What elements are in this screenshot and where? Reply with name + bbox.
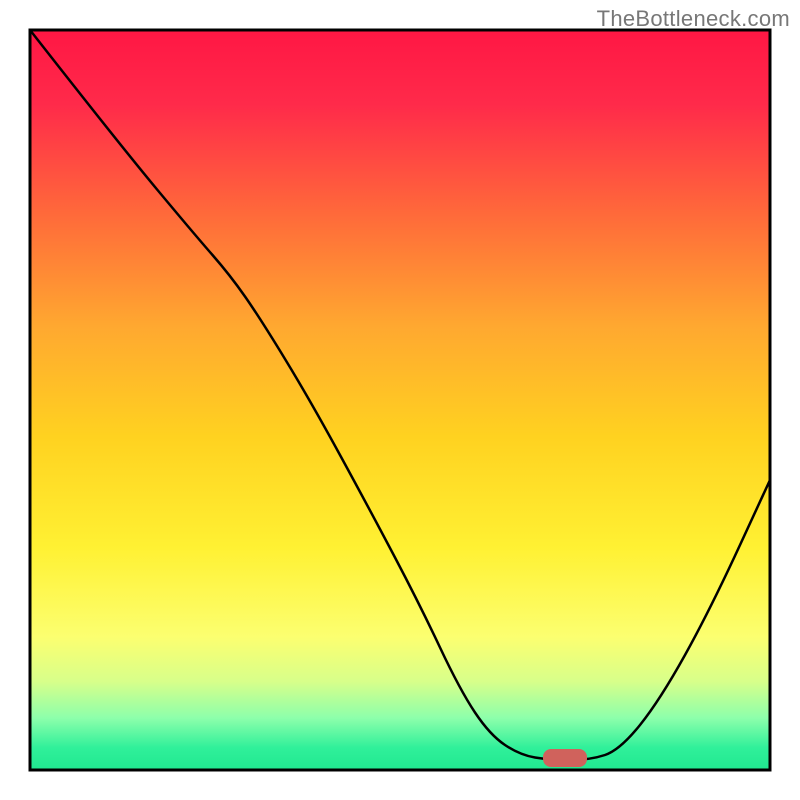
bottleneck-chart xyxy=(0,0,800,800)
chart-container: TheBottleneck.com xyxy=(0,0,800,800)
plot-background xyxy=(30,30,770,770)
optimal-marker xyxy=(543,749,587,767)
watermark-text: TheBottleneck.com xyxy=(597,6,790,32)
